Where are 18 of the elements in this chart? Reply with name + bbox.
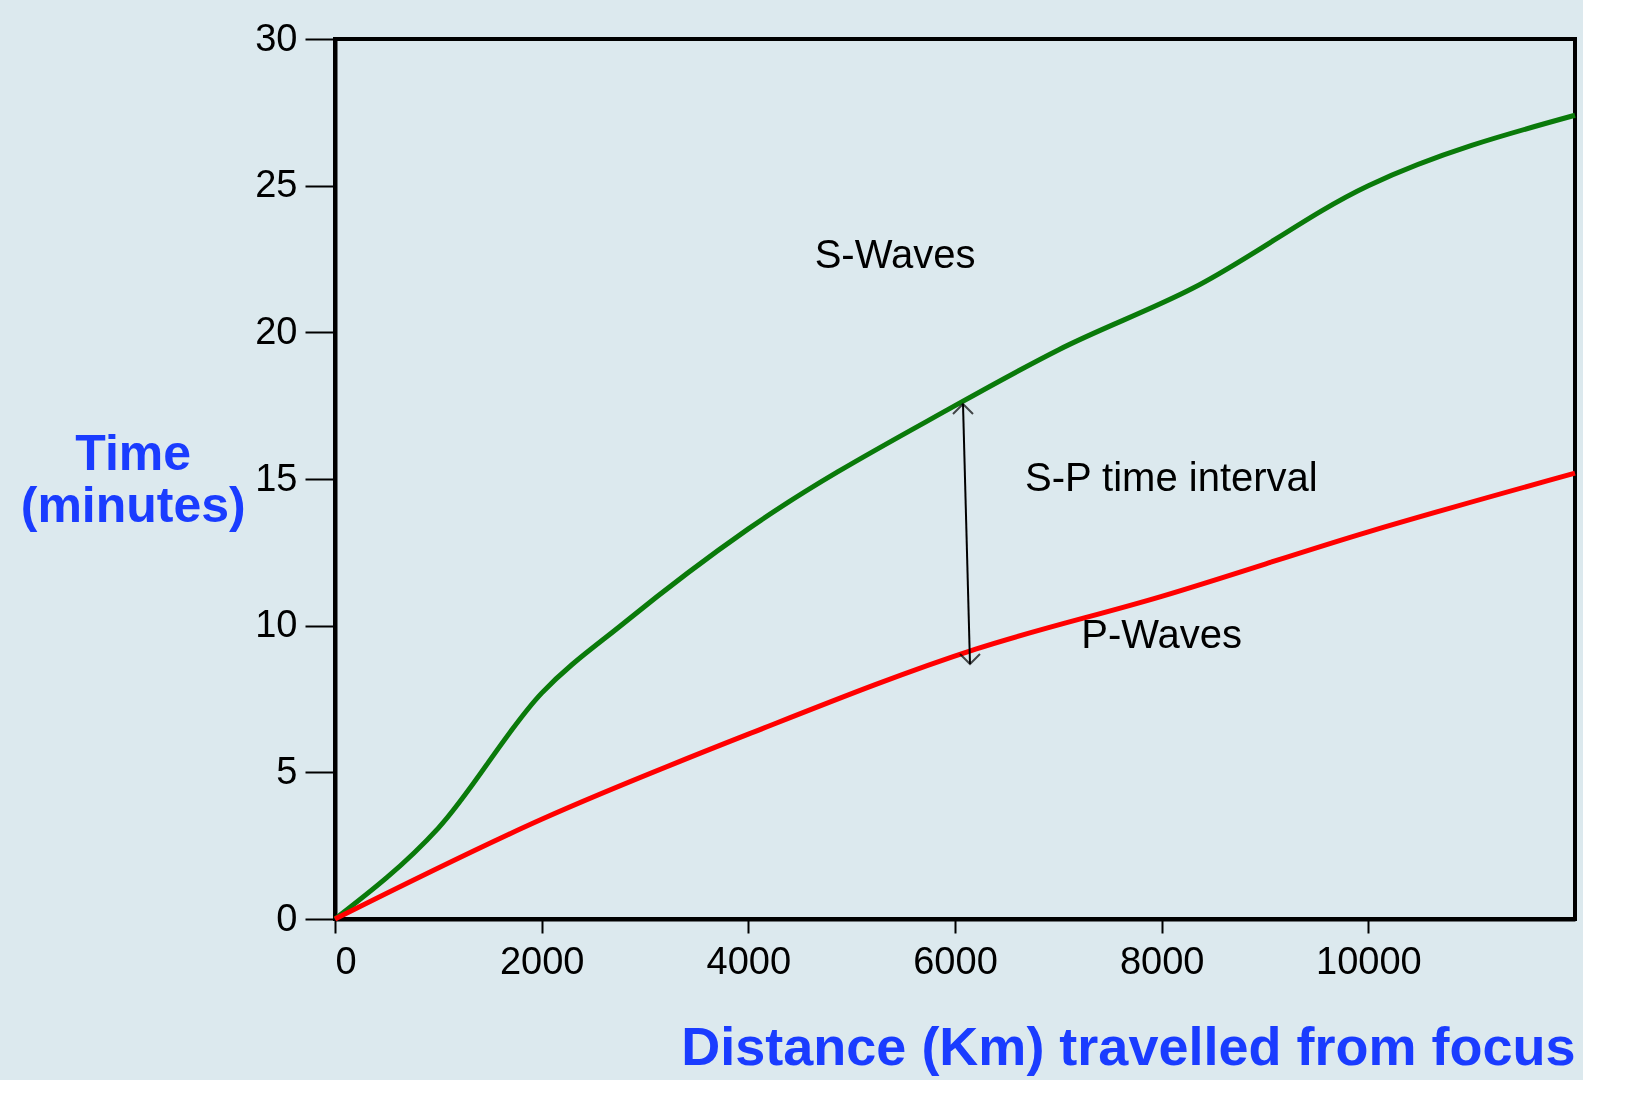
y-tick-label: 0 xyxy=(276,896,298,939)
y-tick-label: 25 xyxy=(255,163,298,206)
series-label: P-Waves xyxy=(1081,612,1243,657)
y-tick-label: 20 xyxy=(255,309,298,352)
x-tick-label: 2000 xyxy=(499,939,585,982)
x-tick-label: 4000 xyxy=(706,939,792,982)
x-tick-label: 10000 xyxy=(1316,939,1422,982)
text: S-Waves xyxy=(814,231,976,276)
x-tick-label: 8000 xyxy=(1119,939,1205,982)
y-tick-label: 15 xyxy=(255,456,298,499)
y-tick-label: 30 xyxy=(255,16,298,59)
y-tick-label: 5 xyxy=(276,749,298,792)
x-tick-label: 6000 xyxy=(913,939,998,982)
y-axis-title: Time (minutes) xyxy=(20,424,246,533)
y-tick-label: 10 xyxy=(255,603,298,646)
annotation: S-P time interval xyxy=(1025,455,1318,499)
x-tick-label: 0 xyxy=(335,939,357,982)
x-axis-title: Distance (Km) travelled from focus xyxy=(681,1015,1576,1076)
